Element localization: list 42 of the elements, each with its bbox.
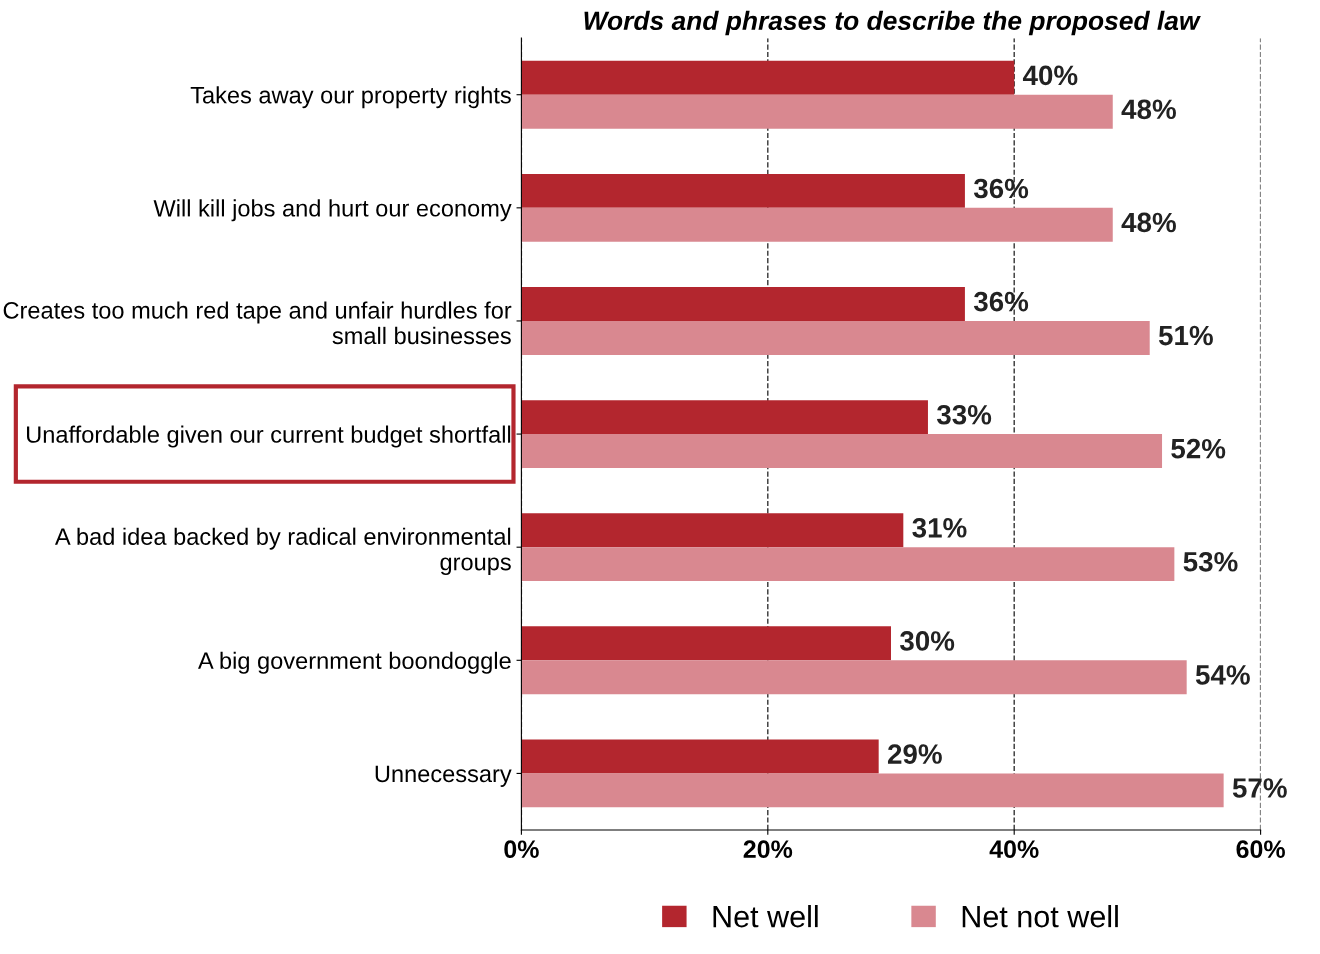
bar: [521, 60, 1015, 95]
x-tick-label: 60%: [1236, 840, 1285, 859]
data-label: 36%: [973, 291, 1029, 312]
data-label: 36%: [973, 178, 1029, 199]
data-label: 33%: [936, 404, 992, 425]
y-tick-label: A big government boondoggle: [198, 651, 511, 674]
bar: [521, 513, 904, 548]
chart-title: Words and phrases to describe the proposed law: [584, 10, 1201, 36]
bar: [521, 739, 879, 774]
bar: [521, 320, 1150, 355]
bar: [521, 94, 1113, 129]
y-tick-label: Will kill jobs and hurt our economy: [153, 199, 512, 222]
y-tick-label: Creates too much red tape and unfair hurdles for small businesses: [3, 301, 512, 345]
y-tick-label: Unnecessary: [375, 765, 512, 787]
data-label: 48%: [1121, 99, 1176, 120]
data-label: 52%: [1171, 438, 1226, 459]
x-tick-label: 40%: [989, 840, 1039, 859]
bar: [521, 547, 1175, 582]
y-tick-label: Unaffordable given our current budget shortfall: [27, 425, 511, 448]
y-tick-label: Takes away our property rights: [190, 86, 511, 109]
legend-label: Net well: [713, 904, 818, 928]
data-label: 29%: [887, 744, 942, 764]
data-label: 53%: [1183, 551, 1238, 572]
data-label: 51%: [1158, 325, 1213, 346]
x-tick-label: 20%: [743, 840, 793, 859]
bar: [521, 434, 1163, 469]
bar: [521, 173, 965, 208]
bar: [521, 400, 928, 435]
bar: [521, 207, 1113, 242]
legend-label: Net not well: [962, 904, 1118, 928]
data-label: 48%: [1121, 212, 1176, 233]
bar: [521, 287, 965, 321]
y-tick-label: A bad idea backed by radical environmental groups: [54, 527, 511, 576]
bar: [521, 773, 1224, 808]
data-label: 57%: [1232, 778, 1287, 798]
bar: [521, 626, 891, 661]
data-label: 31%: [912, 518, 967, 538]
data-label: 54%: [1195, 665, 1250, 685]
bar: [521, 660, 1187, 695]
x-tick-label: 0%: [504, 840, 539, 859]
data-label: 40%: [1022, 65, 1078, 86]
data-label: 30%: [899, 631, 955, 651]
